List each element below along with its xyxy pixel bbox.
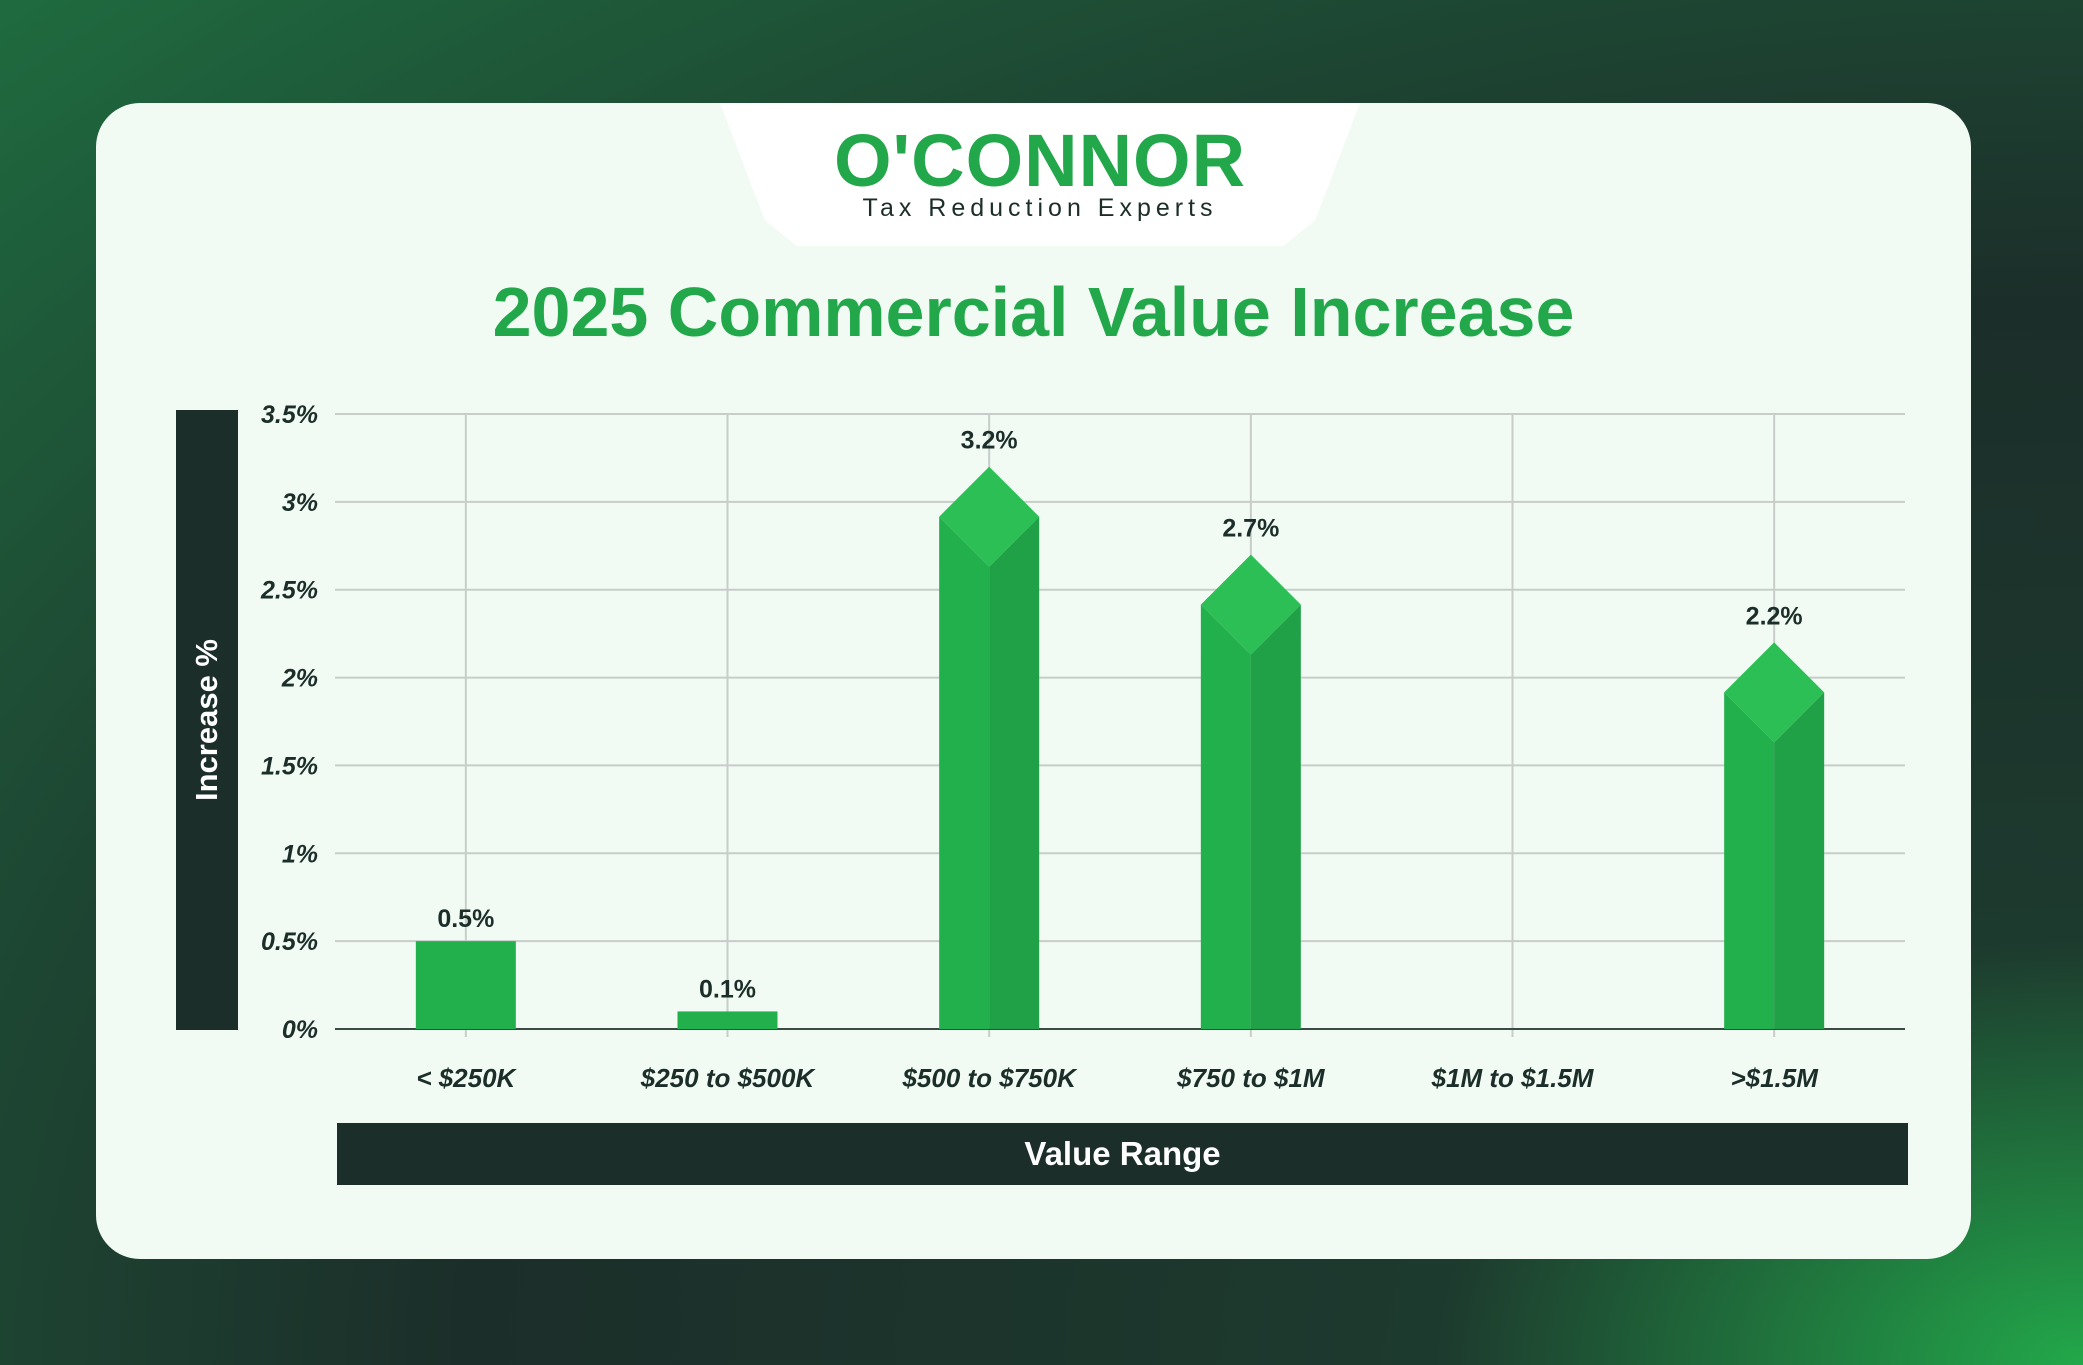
logo-tab — [720, 103, 1360, 246]
y-axis-label-box — [176, 410, 238, 1030]
x-tick-label: $250 to $500K — [640, 1063, 817, 1093]
data-label: 3.2% — [961, 427, 1018, 455]
x-axis-label-box: Value Range — [337, 1123, 1908, 1185]
y-tick-label: 0% — [282, 1016, 318, 1044]
y-tick-label: 0.5% — [261, 928, 318, 956]
y-tick-label: 1.5% — [261, 752, 318, 780]
bar — [415, 941, 516, 1029]
x-tick-label: $500 to $750K — [901, 1063, 1078, 1093]
data-label: 0.5% — [437, 905, 494, 933]
brand-logo: O'CONNOR — [833, 119, 1247, 202]
bar — [677, 1011, 778, 1029]
chart-title: 2025 Commercial Value Increase — [492, 273, 1575, 351]
bar — [1200, 554, 1301, 1029]
y-tick-label: 1% — [282, 840, 318, 868]
brand-tagline: Tax Reduction Experts — [862, 194, 1218, 222]
x-tick-label: $1M to $1.5M — [1431, 1063, 1595, 1093]
bar — [939, 466, 1040, 1029]
y-tick-label: 3% — [282, 489, 318, 517]
y-tick-label: 3.5% — [261, 401, 318, 429]
y-tick-label: 2% — [281, 665, 318, 693]
x-tick-label: $750 to $1M — [1176, 1063, 1326, 1093]
x-axis-label: Value Range — [1024, 1135, 1221, 1172]
data-label: 2.7% — [1222, 515, 1279, 543]
x-tick-label: < $250K — [416, 1063, 517, 1093]
bar — [1724, 642, 1825, 1029]
data-label: 2.2% — [1746, 602, 1803, 630]
x-tick-label: >$1.5M — [1730, 1063, 1819, 1093]
y-tick-label: 2.5% — [260, 577, 318, 605]
data-label: 0.1% — [699, 975, 756, 1003]
